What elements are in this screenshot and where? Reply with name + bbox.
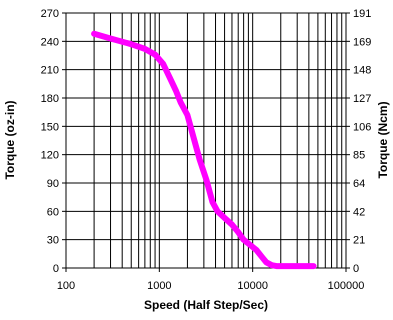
y2-tick-label: 191 — [353, 8, 371, 20]
x-tick-label: 100 — [57, 280, 75, 292]
y-tick-label: 90 — [47, 178, 59, 190]
y2-tick-label: 106 — [353, 121, 371, 133]
y-tick-label: 150 — [41, 121, 59, 133]
y2-tick-label: 42 — [353, 206, 365, 218]
y2-tick-label: 64 — [353, 178, 365, 190]
x-tick-label: 100000 — [328, 280, 365, 292]
y2-tick-label: 148 — [353, 65, 371, 77]
x-axis-title: Speed (Half Step/Sec) — [144, 298, 268, 312]
x-tick-label: 1000 — [147, 280, 171, 292]
y2-tick-label: 21 — [353, 235, 365, 247]
y-tick-label: 210 — [41, 65, 59, 77]
y2-tick-label: 127 — [353, 93, 371, 105]
y-tick-label: 120 — [41, 150, 59, 162]
y2-axis-title: Torque (Ncm) — [376, 101, 390, 178]
x-tick-label: 10000 — [237, 280, 268, 292]
y-tick-label: 240 — [41, 36, 59, 48]
plot-border — [65, 12, 347, 269]
y-tick-label: 180 — [41, 93, 59, 105]
plot-area — [66, 13, 346, 268]
y2-tick-label: 169 — [353, 36, 371, 48]
y2-tick-label: 85 — [353, 150, 365, 162]
torque-curve-line — [91, 30, 317, 270]
axis-ticks: 0 30 60 90 120 150 180 210 240 270 0 21 42 64 85 106 127… — [41, 8, 372, 292]
y2-tick-label: 0 — [353, 263, 359, 275]
y-tick-label: 0 — [53, 263, 59, 275]
y-tick-label: 270 — [41, 8, 59, 20]
y-tick-label: 30 — [47, 235, 59, 247]
y-axis-title: Torque (oz-in) — [3, 100, 17, 179]
y-tick-label: 60 — [47, 206, 59, 218]
